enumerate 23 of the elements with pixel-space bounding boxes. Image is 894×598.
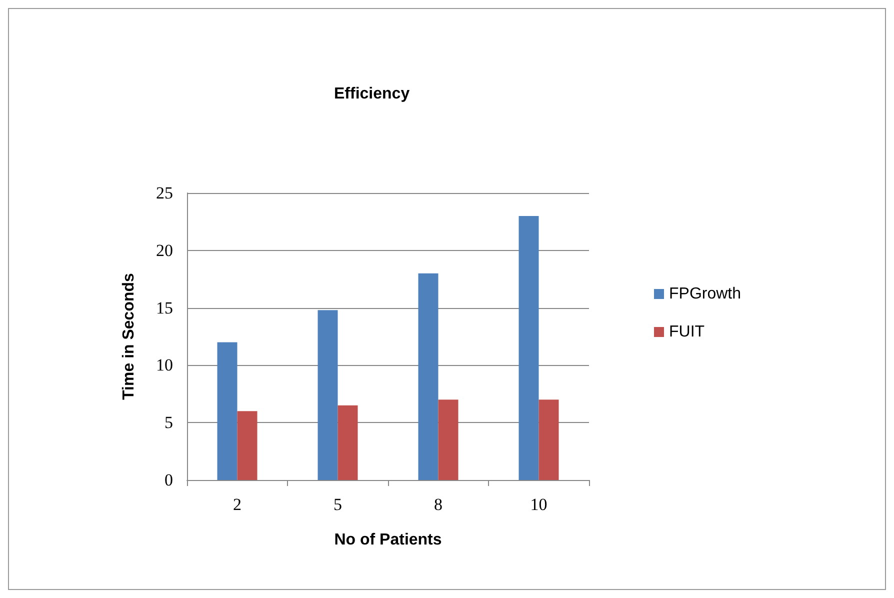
x-tick-label: 8 xyxy=(434,495,442,514)
x-tick-label: 10 xyxy=(530,495,548,514)
y-tick-label: 25 xyxy=(156,184,173,202)
bar xyxy=(438,400,458,480)
y-tick-label: 0 xyxy=(164,470,173,490)
bar xyxy=(338,405,358,480)
x-axis-title: No of Patients xyxy=(334,532,442,548)
legend-label: FPGrowth xyxy=(669,286,742,302)
bar xyxy=(217,342,238,480)
x-tick-label: 2 xyxy=(233,495,242,514)
chart-title: Efficiency xyxy=(334,86,410,102)
y-tick-label: 15 xyxy=(156,298,173,318)
bar xyxy=(418,273,438,480)
y-tick-label: 5 xyxy=(164,413,173,432)
x-tick-label: 5 xyxy=(334,495,342,514)
bar xyxy=(538,400,559,480)
bar xyxy=(318,310,338,480)
bar xyxy=(518,216,539,480)
legend-label: FUIT xyxy=(669,324,705,340)
y-tick-label: 20 xyxy=(156,240,173,260)
bar xyxy=(237,411,258,480)
y-tick-label: 10 xyxy=(156,356,173,375)
y-axis-title: Time in Seconds xyxy=(120,272,138,400)
